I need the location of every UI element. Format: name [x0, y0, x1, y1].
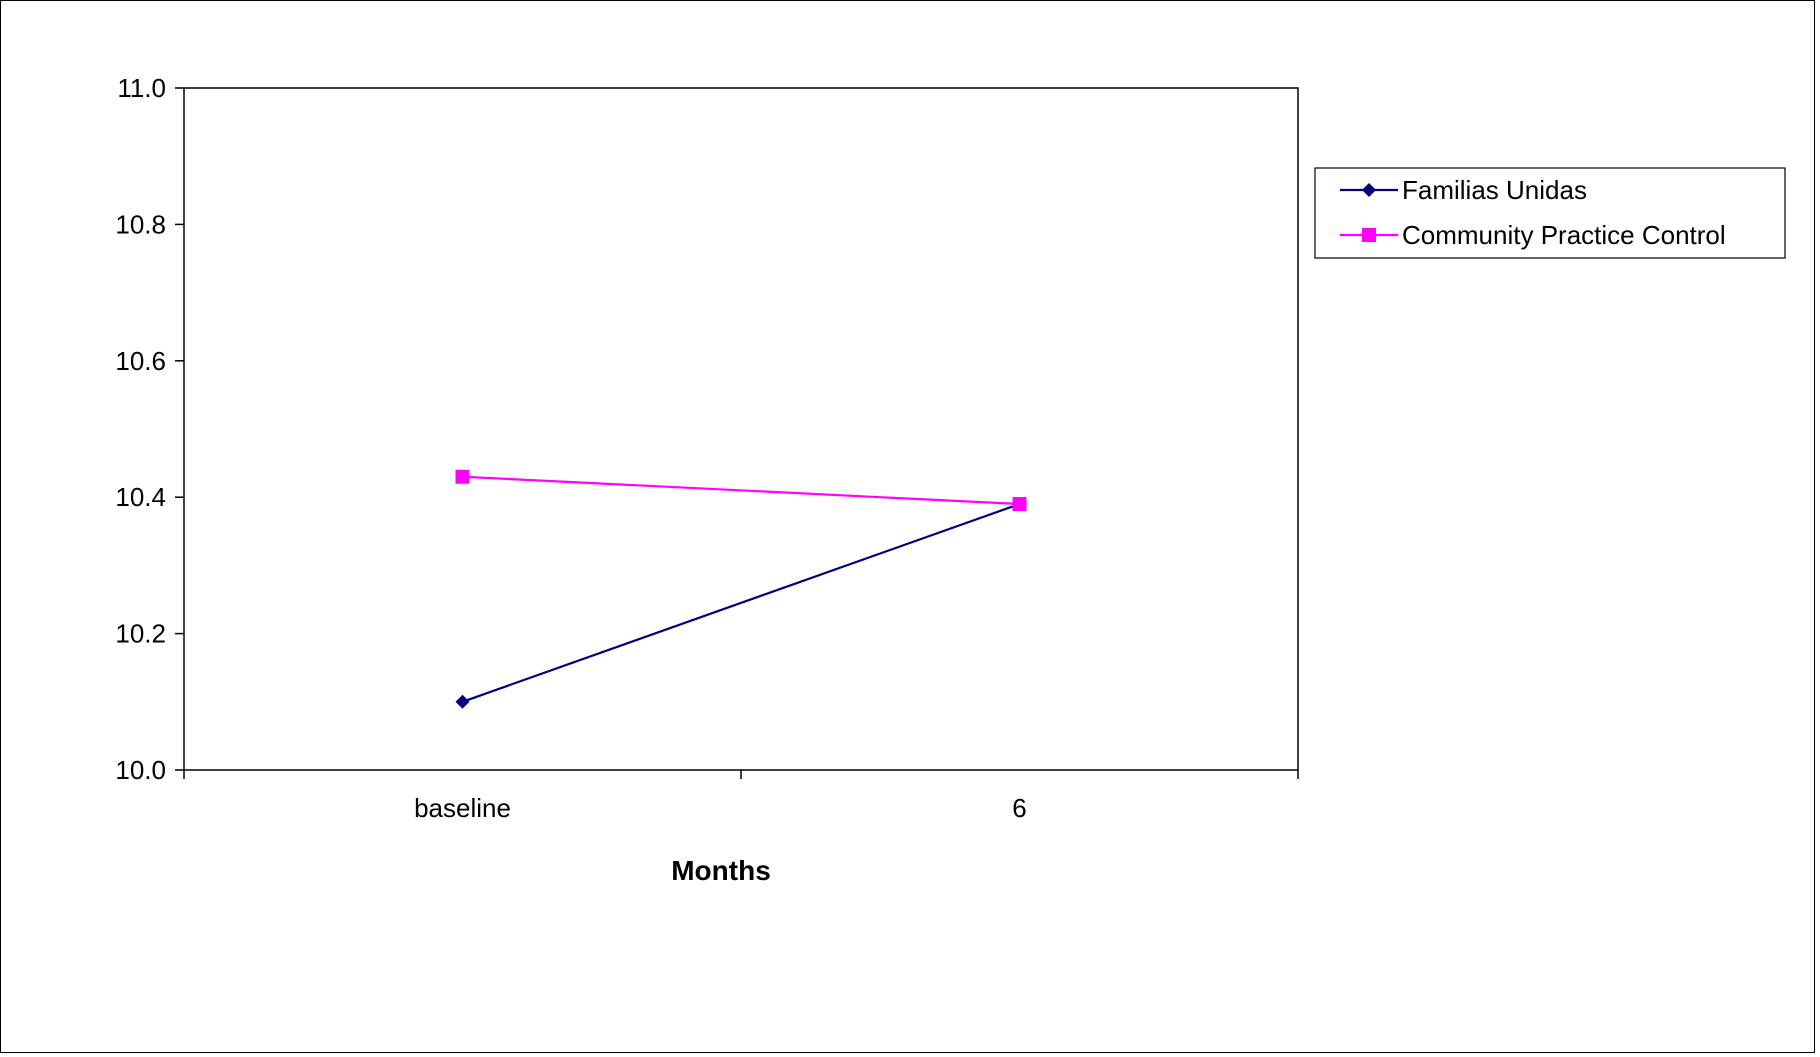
legend-item: Community Practice Control — [1340, 220, 1726, 250]
x-axis: baseline 6 — [183, 770, 1299, 823]
series-line — [462, 502, 1020, 703]
y-axis: 10.0 10.2 10.4 10.6 10.8 11.0 — [115, 73, 184, 785]
series-2 — [455, 469, 1027, 512]
y-tick-label: 11.0 — [117, 73, 166, 103]
data-point — [455, 469, 470, 484]
legend-marker — [1362, 228, 1376, 242]
data-point — [1012, 497, 1027, 512]
x-axis-title: Months — [671, 855, 771, 886]
legend-label: Familias Unidas — [1402, 175, 1587, 205]
y-tick-label: 10.4 — [115, 482, 166, 512]
y-tick-label: 10.2 — [115, 619, 166, 649]
series-layer — [455, 469, 1027, 709]
legend: Familias Unidas Community Practice Contro… — [1314, 167, 1786, 259]
x-tick-label: baseline — [414, 793, 511, 823]
data-point — [455, 694, 470, 709]
series-line — [462, 475, 1020, 506]
y-tick-label: 10.8 — [115, 209, 166, 239]
plot-area — [183, 87, 1299, 771]
x-tick-label: 6 — [1012, 793, 1026, 823]
y-tick-label: 10.0 — [115, 755, 166, 785]
y-tick-label: 10.6 — [115, 346, 166, 376]
legend-marker — [1362, 183, 1376, 197]
legend-label: Community Practice Control — [1402, 220, 1726, 250]
legend-box — [1314, 167, 1786, 259]
legend-item: Familias Unidas — [1340, 175, 1587, 205]
